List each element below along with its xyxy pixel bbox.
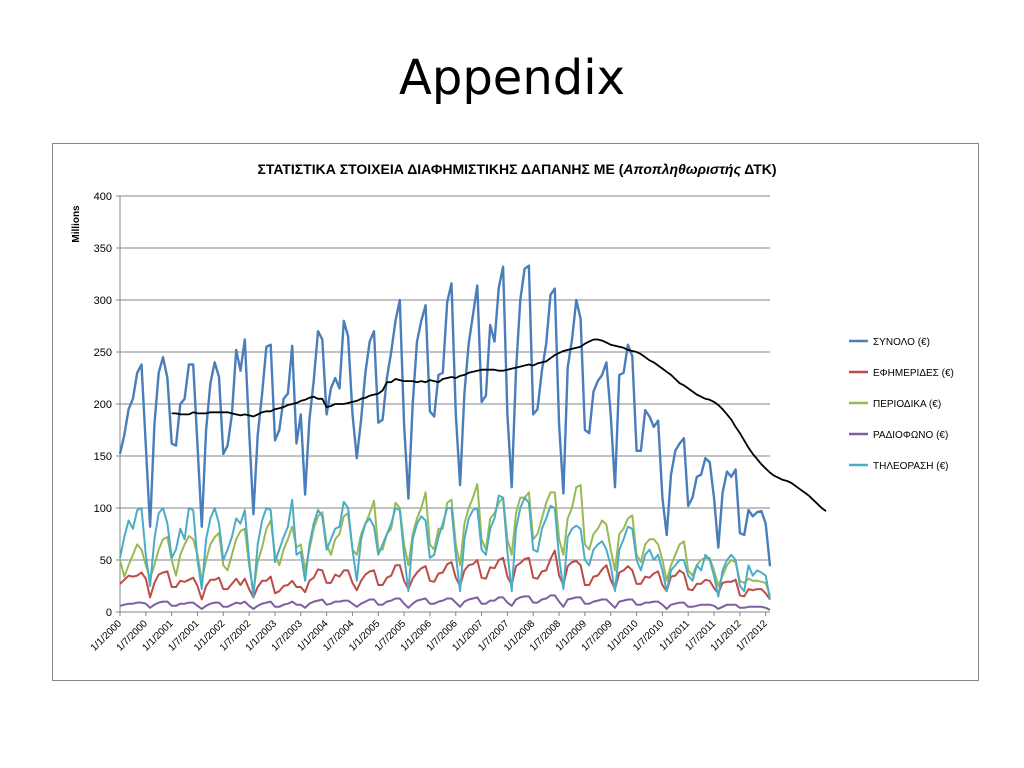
- chart-title-main: ΣΤΑΤΙΣΤΙΚΑ ΣΤΟΙΧΕΙΑ ΔΙΑΦΗΜΙΣΤΙΚΗΣ ΔΑΠΑΝΗ…: [257, 161, 623, 177]
- y-tick-label: 100: [94, 503, 112, 515]
- grid-lines: [116, 195, 770, 616]
- trend-line: [171, 338, 827, 512]
- x-tick-labels: 1/1/20001/7/20001/1/20011/7/20011/1/2002…: [89, 618, 770, 654]
- y-tick-label: 150: [94, 451, 112, 463]
- y-tick-label: 50: [100, 555, 112, 567]
- legend-label: ΠΕΡΙΟΔΙΚΑ (€): [873, 399, 941, 410]
- y-tick-label: 300: [94, 295, 112, 307]
- y-axis-label: Millions: [71, 205, 82, 243]
- line-chart: ΣΤΑΤΙΣΤΙΚΑ ΣΤΟΙΧΕΙΑ ΔΙΑΦΗΜΙΣΤΙΚΗΣ ΔΑΠΑΝΗ…: [71, 161, 954, 654]
- legend-label: ΕΦΗΜΕΡΙΔΕΣ (€): [873, 368, 954, 379]
- chart-frame: ΣΤΑΤΙΣΤΙΚΑ ΣΤΟΙΧΕΙΑ ΔΙΑΦΗΜΙΣΤΙΚΗΣ ΔΑΠΑΝΗ…: [52, 143, 979, 681]
- chart-title: ΣΤΑΤΙΣΤΙΚΑ ΣΤΟΙΧΕΙΑ ΔΙΑΦΗΜΙΣΤΙΚΗΣ ΔΑΠΑΝΗ…: [257, 161, 776, 177]
- y-tick-label: 0: [106, 607, 112, 619]
- series-3-line: [119, 594, 771, 611]
- y-tick-label: 200: [94, 399, 112, 411]
- legend: ΣΥΝΟΛΟ (€) ΕΦΗΜΕΡΙΔΕΣ (€) ΠΕΡΙΟΔΙΚΑ (€) ΡΑΔ…: [849, 337, 954, 472]
- slide-title: Appendix: [399, 50, 625, 106]
- y-tick-label: 400: [94, 191, 112, 203]
- chart-title-italic: Αποπληθωριστής: [622, 161, 741, 177]
- legend-label: ΤΗΛΕΟΡΑΣΗ (€): [873, 461, 948, 472]
- y-tick-label: 250: [94, 347, 112, 359]
- series-0-line: [118, 264, 772, 567]
- legend-label: ΡΑΔΙΟΦΩΝΟ (€): [873, 430, 948, 441]
- series-1-line: [119, 549, 771, 601]
- y-tick-labels: 0 50 100 150 200 250 300 350 400: [94, 191, 112, 619]
- series-4-line: [119, 494, 771, 600]
- chart-title-end: ΔΤΚ): [741, 161, 777, 177]
- legend-label: ΣΥΝΟΛΟ (€): [873, 337, 930, 348]
- y-tick-label: 350: [94, 243, 112, 255]
- series-lines: [118, 264, 827, 611]
